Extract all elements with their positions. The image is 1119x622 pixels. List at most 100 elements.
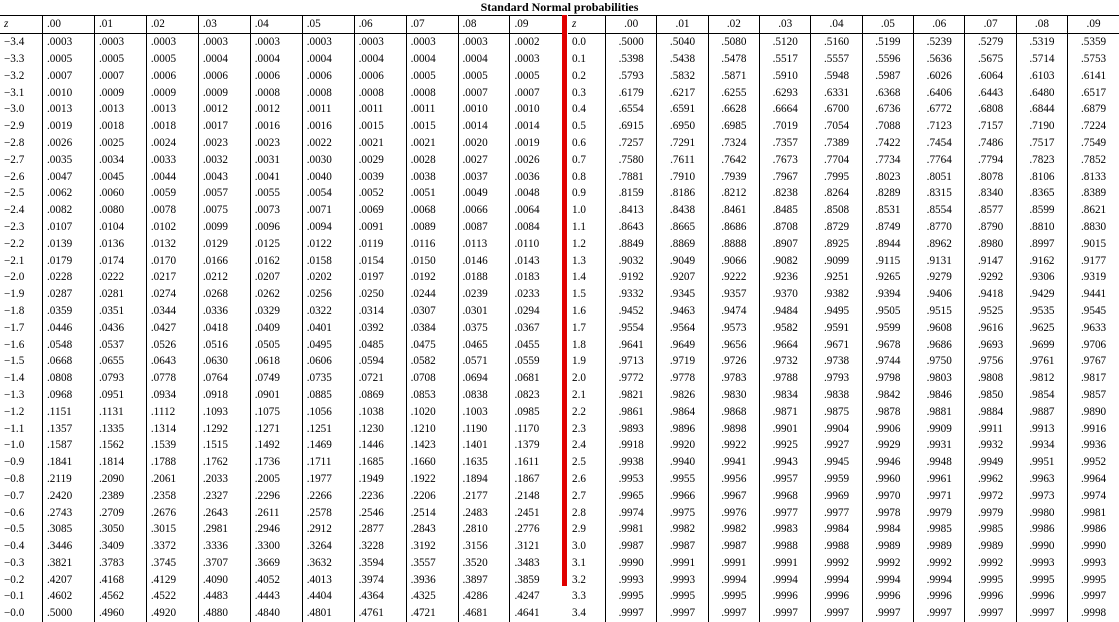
- probability-cell: .7580: [605, 151, 658, 169]
- probability-cell: .2420: [42, 487, 95, 505]
- probability-cell: .3520: [458, 554, 511, 572]
- probability-cell: .0154: [354, 252, 407, 269]
- probability-cell: .6331: [810, 84, 863, 101]
- probability-cell: .5000: [605, 33, 658, 51]
- probability-cell: .1003: [458, 403, 511, 421]
- table-row: 1.6.9452.9463.9474.9484.9495.9505.9515.9…: [568, 302, 1119, 320]
- probability-cell: .9992: [810, 554, 863, 572]
- probability-cell: .7454: [913, 134, 966, 152]
- probability-cell: .0314: [354, 302, 407, 320]
- probability-cell: .9306: [1016, 268, 1069, 286]
- probability-cell: .0010: [514, 103, 540, 116]
- probability-cell: .9049: [656, 252, 709, 269]
- table-divider: [562, 15, 567, 586]
- probability-cell: .9975: [656, 504, 709, 521]
- z-value-cell: 0.2: [568, 67, 606, 85]
- probability-cell: .7995: [810, 168, 863, 185]
- probability-cell: .3707: [198, 554, 251, 572]
- probability-cell: .7794: [964, 151, 1017, 169]
- probability-cell: .0003: [406, 33, 459, 51]
- probability-cell: .9719: [656, 352, 709, 370]
- probability-cell: .0005: [458, 67, 511, 85]
- probability-cell: .8078: [964, 168, 1017, 185]
- probability-cell: .0681: [514, 372, 540, 385]
- probability-cell: .9997: [759, 604, 812, 622]
- probability-cell: .0033: [146, 151, 199, 169]
- table-row: 1.4.9192.9207.9222.9236.9251.9265.9279.9…: [568, 268, 1119, 286]
- probability-cell: .0495: [302, 336, 355, 353]
- probability-cell: .6179: [605, 84, 658, 101]
- probability-cell: .0367: [514, 321, 540, 334]
- table-row: 2.3.9893.9896.9898.9901.9904.9906.9909.9…: [568, 420, 1119, 437]
- probability-cell: .0004: [354, 50, 407, 68]
- probability-cell: .0010: [458, 100, 511, 118]
- probability-cell: .9982: [656, 520, 709, 538]
- probability-cell: .9394: [862, 285, 915, 303]
- probability-cell: .9222: [708, 268, 761, 286]
- probability-cell: .6915: [605, 117, 658, 135]
- table-row: 3.3.9995.9995.9995.9996.9996.9996.9996.9…: [568, 588, 1119, 605]
- probability-cell: .9857: [1080, 388, 1107, 401]
- probability-cell: .0043: [198, 168, 251, 185]
- probability-cell: .2514: [406, 504, 459, 521]
- probability-cell: .0005: [42, 50, 95, 68]
- table-row: −0.5.3085.3050.3015.2981.2946.2912.2877.…: [0, 520, 562, 538]
- probability-cell: .0028: [406, 151, 459, 169]
- probability-cell: .8315: [913, 184, 966, 202]
- probability-cell: .2546: [354, 504, 407, 521]
- probability-cell: .6950: [656, 117, 709, 135]
- probability-cell: .9995: [605, 588, 658, 605]
- probability-cell: .9744: [862, 352, 915, 370]
- probability-cell: .0985: [514, 405, 540, 418]
- probability-cell: .0287: [42, 285, 95, 303]
- probability-cell: .0003: [514, 52, 540, 65]
- probability-cell: .9970: [862, 487, 915, 505]
- table-row: −1.1.1357.1335.1314.1292.1271.1251.1230.…: [0, 420, 562, 437]
- probability-cell: .1492: [250, 436, 303, 454]
- probability-cell: .4364: [354, 588, 407, 605]
- probability-cell: .0014: [458, 117, 511, 135]
- probability-cell: .1038: [354, 403, 407, 421]
- probability-cell: .9345: [656, 285, 709, 303]
- probability-cell: .0019: [514, 136, 540, 149]
- probability-cell: .5080: [708, 33, 761, 51]
- probability-cell: .7257: [605, 134, 658, 152]
- probability-cell: .0853: [406, 386, 459, 404]
- probability-cell: .0003: [458, 33, 511, 51]
- table-row: −2.7.0035.0034.0033.0032.0031.0030.0029.…: [0, 151, 562, 169]
- probability-cell: .7324: [708, 134, 761, 152]
- probability-cell: .5478: [708, 50, 761, 68]
- probability-cell: .9251: [810, 268, 863, 286]
- probability-cell: .5120: [759, 33, 812, 51]
- probability-cell: .9961: [913, 470, 966, 488]
- table-row: 1.1.8643.8665.8686.8708.8729.8749.8770.8…: [568, 218, 1119, 236]
- probability-cell: .0004: [458, 50, 511, 68]
- probability-cell: .1292: [198, 420, 251, 437]
- probability-cell: .0668: [42, 352, 95, 370]
- probability-cell: .4960: [94, 604, 147, 622]
- probability-cell: .1469: [302, 436, 355, 454]
- probability-cell: .0793: [94, 369, 147, 387]
- probability-cell: .0089: [406, 218, 459, 236]
- probability-cell: .9616: [964, 319, 1017, 337]
- probability-cell: .0087: [458, 218, 511, 236]
- probability-cell: .9452: [605, 302, 658, 320]
- probability-cell: .9995: [1016, 571, 1069, 589]
- probability-cell: .0078: [146, 201, 199, 219]
- probability-cell: .9992: [913, 554, 966, 572]
- probability-cell: .9554: [605, 319, 658, 337]
- table-title: Standard Normal probabilities: [480, 0, 639, 14]
- probability-cell: .7517: [1016, 134, 1069, 152]
- probability-cell: .8944: [862, 235, 915, 253]
- probability-cell: .0009: [198, 84, 251, 101]
- table-row: −3.2.0007.0007.0006.0006.0006.0006.0006.…: [0, 67, 562, 85]
- probability-cell: .0582: [406, 352, 459, 370]
- probability-cell: .9991: [708, 554, 761, 572]
- probability-cell: .1020: [406, 403, 459, 421]
- probability-cell: .8531: [862, 201, 915, 219]
- probability-cell: .9693: [964, 336, 1017, 353]
- probability-cell: .0778: [146, 369, 199, 387]
- table-row: −0.0.5000.4960.4920.4880.4840.4801.4761.…: [0, 604, 562, 622]
- probability-cell: .5714: [1016, 50, 1069, 68]
- probability-cell: .1611: [514, 456, 540, 469]
